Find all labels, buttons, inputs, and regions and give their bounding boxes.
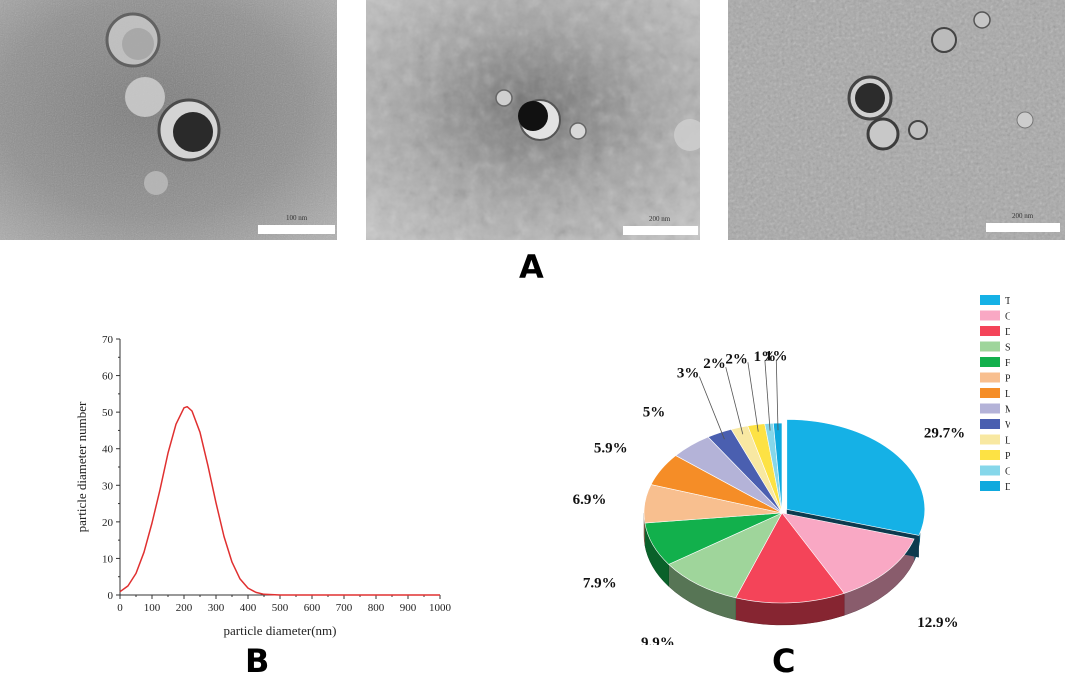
legend-label-lpe: LPE [1005, 389, 1010, 400]
lipid-composition-pie-chart: 29.7%12.9%12.9%9.9%7.9%6.9%5.9%5%3%2%2%1… [573, 295, 1010, 645]
legend-label-dgdg: DGDG [1005, 482, 1010, 493]
y-tick-label: 20 [102, 517, 114, 529]
pie-value-label-lpe: 5.9% [594, 440, 628, 456]
pie-leader-line [764, 360, 771, 431]
pie-value-label-cer: 12.9% [917, 615, 958, 631]
panel-label-b: B [245, 642, 270, 680]
legend-label-lpc: LPC [1005, 436, 1010, 447]
legend-swatch-sph [980, 341, 1000, 352]
legend-swatch-dgdg [980, 481, 1000, 491]
y-axis-title: particle diameter number [74, 401, 89, 532]
legend-label-pg: PG [1005, 451, 1010, 462]
pie-value-label-mg: 5% [643, 405, 666, 421]
legend-label-pc: PC [1005, 374, 1010, 385]
distribution-curve [119, 405, 440, 596]
y-tick-label: 50 [102, 407, 114, 419]
pie-value-label-lpc: 2% [703, 356, 726, 372]
pie-slice-sph [668, 512, 783, 599]
x-tick-label: 500 [272, 602, 289, 614]
legend-label-fa: FA [1005, 358, 1010, 369]
pie-value-label-tg: 29.7% [924, 426, 965, 442]
x-tick-label: 300 [208, 602, 225, 614]
pie-leader-line [725, 367, 744, 435]
legend-swatch-mg [980, 403, 1000, 414]
pie-value-label-pg: 2% [725, 351, 748, 367]
scale-bar-label: 100 nm [286, 214, 308, 222]
panel-label-c: C [772, 642, 796, 680]
legend-label-mg: MG [1005, 405, 1010, 416]
tem-micrograph-2: 200 nm [366, 0, 700, 240]
y-tick-label: 40 [102, 444, 114, 456]
pie-leader-line [775, 359, 779, 431]
legend-label-cerp: CerP [1005, 467, 1010, 478]
y-tick-label: 70 [102, 334, 114, 346]
pie-leader-line [699, 376, 725, 440]
tem-micrograph-1: 100 nm [0, 0, 337, 240]
x-tick-label: 100 [144, 602, 161, 614]
legend-swatch-lpc [980, 434, 1000, 445]
y-tick-label: 60 [102, 371, 114, 383]
legend-swatch-we [980, 419, 1000, 429]
pie-value-label-cerp: 1% [754, 349, 777, 365]
legend-swatch-pc [980, 372, 1000, 383]
pie-slice-cer [781, 512, 915, 594]
legend-swatch-tg [980, 295, 1000, 305]
legend-swatch-cer [980, 310, 1000, 321]
y-tick-label: 30 [102, 480, 114, 492]
y-tick-label: 10 [102, 553, 114, 565]
legend-swatch-dg [980, 326, 1000, 336]
scale-bar [258, 225, 335, 234]
legend-label-tg: TG [1005, 296, 1010, 307]
x-axis-title: particle diameter(nm) [224, 623, 337, 638]
particle-size-chart: 0 100 200 300 400 500 600 700 800 900 1000 0 10 20 30 4… [74, 334, 452, 638]
pie-value-label-fa: 7.9% [583, 575, 617, 591]
pie-value-label-we: 3% [677, 366, 700, 382]
legend-swatch-pg [980, 450, 1000, 460]
panel-label-a: A [519, 248, 544, 286]
y-tick-label: 0 [108, 590, 114, 602]
legend-swatch-fa [980, 357, 1000, 367]
tem-micrograph-3: 200 nm [728, 0, 1065, 240]
pie-slice-tg [786, 419, 926, 536]
x-tick-label: 800 [368, 602, 385, 614]
pie-value-label-dgdg: 1% [765, 349, 788, 365]
pie-value-label-sph: 9.9% [641, 635, 675, 645]
scale-bar [623, 226, 698, 235]
x-tick-label: 400 [240, 602, 257, 614]
x-tick-label: 0 [117, 602, 123, 614]
x-tick-label: 1000 [429, 602, 452, 614]
x-tick-label: 600 [304, 602, 321, 614]
scale-bar-label: 200 nm [649, 215, 671, 223]
legend-label-dg: DG [1005, 327, 1010, 338]
pie-value-label-pc: 6.9% [573, 492, 607, 508]
legend-swatch-cerp [980, 465, 1000, 476]
x-tick-label: 200 [176, 602, 193, 614]
legend-label-cer: Cer [1005, 312, 1010, 323]
pie-slice-dg [735, 512, 845, 604]
legend-label-we: WE [1005, 420, 1010, 431]
pie-leader-line [747, 362, 759, 432]
pie-legend: TG Cer DG SPH FA PC LPE MG WE LPC PG CerP DGDG [980, 295, 1010, 493]
scale-bar-label: 200 nm [1012, 212, 1034, 220]
legend-swatch-lpe [980, 388, 1000, 398]
x-tick-label: 700 [336, 602, 353, 614]
x-tick-label: 900 [400, 602, 417, 614]
legend-label-sph: SPH [1005, 343, 1010, 354]
pie-tops [643, 419, 926, 604]
scale-bar [986, 223, 1060, 232]
